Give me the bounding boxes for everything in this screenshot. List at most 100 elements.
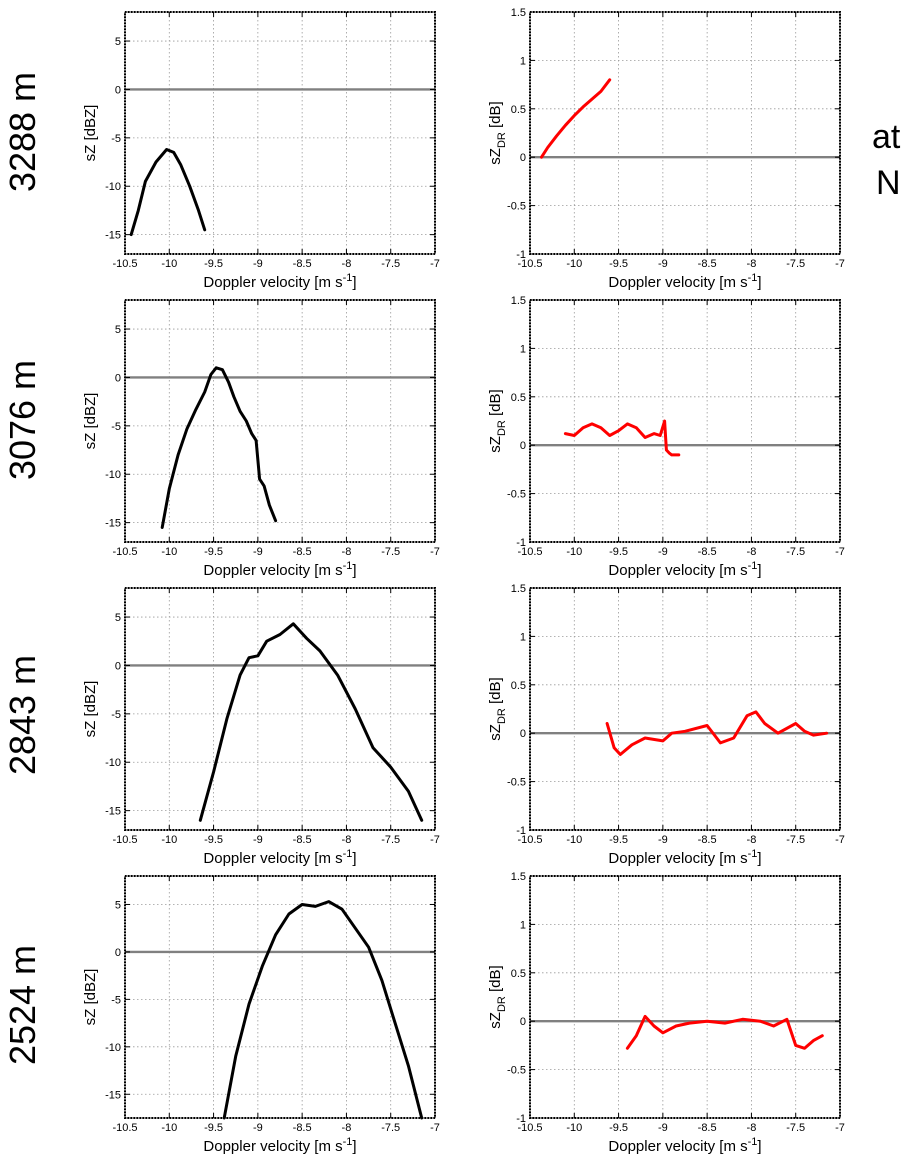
y-tick-label: -15 <box>105 806 121 818</box>
y-axis-label: sZ [dBZ] <box>82 105 99 162</box>
plot-area <box>530 300 840 542</box>
y-tick-label: -1 <box>516 1113 526 1125</box>
x-tick-label: -10.5 <box>112 834 137 846</box>
y-tick-label: -1 <box>516 249 526 261</box>
x-tick-label: -8 <box>747 546 757 558</box>
y-tick-label: -10 <box>105 469 121 481</box>
x-tick-label: -9.5 <box>204 546 223 558</box>
series-line <box>222 900 424 1120</box>
x-tick-label: -9.5 <box>204 258 223 270</box>
x-tick-label: -9 <box>253 834 263 846</box>
x-tick-label: -7.5 <box>381 258 400 270</box>
x-tick-label: -9.5 <box>204 1122 223 1134</box>
x-tick-label: -8.5 <box>293 834 312 846</box>
panel-3-2: -10.5 -10 -9.5 -9 -8.5 -8 -7.5 -7 -1 -0.5 0 0.5 1 1.5… <box>487 583 845 867</box>
plot-frame-inner <box>124 875 436 1119</box>
x-tick-label: -9 <box>658 834 668 846</box>
y-tick-label: 0 <box>115 372 121 384</box>
plot-area <box>530 876 840 1118</box>
x-tick-label: -10 <box>161 1122 177 1134</box>
x-tick-label: -7 <box>835 834 845 846</box>
y-tick-label: 5 <box>115 612 121 624</box>
y-tick-label: 1.5 <box>511 871 526 883</box>
y-tick-label: -5 <box>111 421 121 433</box>
x-tick-label: -9 <box>253 258 263 270</box>
plot-frame-inner <box>529 299 841 543</box>
y-tick-label: 0 <box>115 84 121 96</box>
x-tick-label: -10.5 <box>517 258 542 270</box>
y-tick-label: -0.5 <box>507 1065 526 1077</box>
y-tick-label: 0 <box>115 660 121 672</box>
y-tick-label: 0 <box>520 152 526 164</box>
x-tick-label: -9.5 <box>609 834 628 846</box>
plot-frame-inner <box>529 11 841 255</box>
y-axis-label: sZDR [dB] <box>487 389 508 452</box>
x-tick-label: -10 <box>566 834 582 846</box>
x-tick-label: -9.5 <box>204 834 223 846</box>
x-tick-label: -8 <box>342 258 352 270</box>
x-tick-label: -8 <box>747 1122 757 1134</box>
plot-frame-inner <box>124 299 436 543</box>
side-text-at: at <box>872 118 901 156</box>
plot-area <box>530 588 840 830</box>
x-tick-label: -8 <box>747 834 757 846</box>
y-tick-label: 0.5 <box>511 680 526 692</box>
x-tick-label: -7 <box>430 546 440 558</box>
y-tick-label: -1 <box>516 825 526 837</box>
x-tick-label: -9 <box>658 258 668 270</box>
x-tick-label: -7.5 <box>786 834 805 846</box>
y-tick-label: 0 <box>520 1016 526 1028</box>
panel-2-2: -10.5 -10 -9.5 -9 -8.5 -8 -7.5 -7 -1 -0.5 0 0.5 1 1.5… <box>487 295 845 579</box>
x-tick-label: -10 <box>566 1122 582 1134</box>
y-tick-label: 0 <box>115 947 121 959</box>
x-tick-label: -9.5 <box>609 546 628 558</box>
y-axis-label: sZ [dBZ] <box>82 393 99 450</box>
x-tick-label: -8.5 <box>698 546 717 558</box>
panel-4-2: -10.5 -10 -9.5 -9 -8.5 -8 -7.5 -7 -1 -0.5 0 0.5 1 1.5… <box>487 871 845 1155</box>
x-tick-label: -8 <box>747 258 757 270</box>
y-tick-label: -10 <box>105 757 121 769</box>
y-tick-label: 5 <box>115 324 121 336</box>
x-tick-label: -10.5 <box>517 834 542 846</box>
plot-frame-inner <box>124 587 436 831</box>
panel-1-2: -10.5 -10 -9.5 -9 -8.5 -8 -7.5 -7 -1 -0.5 0 0.5 1 1.5… <box>487 7 845 291</box>
y-axis-label: sZDR [dB] <box>487 965 508 1028</box>
y-tick-label: -10 <box>105 181 121 193</box>
x-axis-label: Doppler velocity [m s-1] <box>203 848 356 867</box>
series-line <box>160 366 278 529</box>
plot-area <box>125 588 435 830</box>
series-line <box>625 1014 824 1050</box>
y-tick-label: -5 <box>111 709 121 721</box>
x-tick-label: -8.5 <box>698 834 717 846</box>
y-tick-label: 0 <box>520 440 526 452</box>
x-tick-label: -10.5 <box>517 546 542 558</box>
y-tick-label: -1 <box>516 537 526 549</box>
y-tick-label: 0.5 <box>511 392 526 404</box>
x-tick-label: -8 <box>342 834 352 846</box>
series-line <box>198 622 424 822</box>
y-tick-label: 5 <box>115 899 121 911</box>
x-tick-label: -8.5 <box>698 258 717 270</box>
plot-frame-inner <box>529 587 841 831</box>
y-tick-label: 1 <box>520 631 526 643</box>
y-tick-label: 1.5 <box>511 583 526 595</box>
y-tick-label: 0.5 <box>511 968 526 980</box>
x-tick-label: -7.5 <box>786 546 805 558</box>
x-axis-label: Doppler velocity [m s-1] <box>608 560 761 579</box>
y-tick-label: 1 <box>520 919 526 931</box>
x-tick-label: -9 <box>658 1122 668 1134</box>
x-axis-label: Doppler velocity [m s-1] <box>203 1136 356 1155</box>
series-line <box>540 78 612 159</box>
x-tick-label: -8.5 <box>698 1122 717 1134</box>
x-tick-label: -7 <box>835 546 845 558</box>
x-tick-label: -10.5 <box>517 1122 542 1134</box>
x-tick-label: -10 <box>161 834 177 846</box>
x-tick-label: -9.5 <box>609 258 628 270</box>
y-tick-label: 1.5 <box>511 295 526 307</box>
x-tick-label: -7.5 <box>381 546 400 558</box>
y-axis-label: sZDR [dB] <box>487 677 508 740</box>
x-tick-label: -8.5 <box>293 1122 312 1134</box>
plot-frame-inner <box>529 875 841 1119</box>
x-tick-label: -7 <box>835 1122 845 1134</box>
